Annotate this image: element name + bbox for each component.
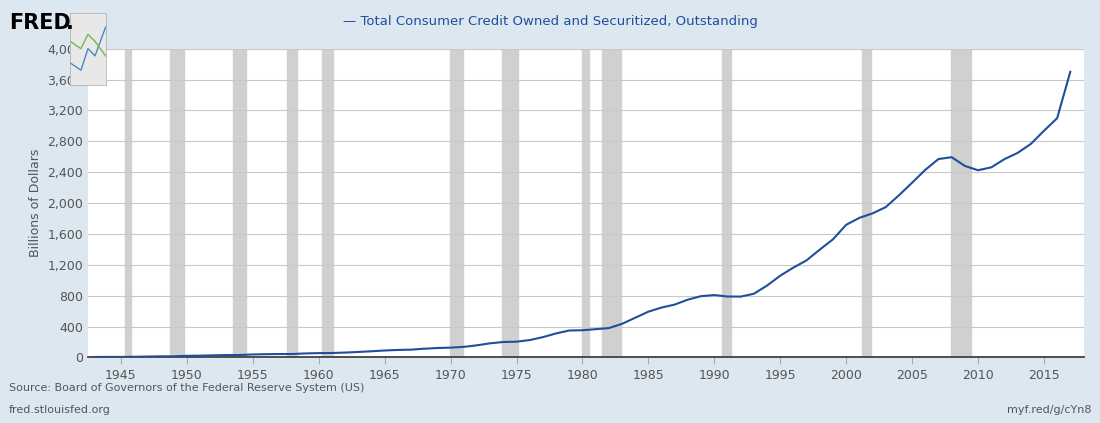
Bar: [450, 49, 463, 357]
Text: fred.stlouisfed.org: fred.stlouisfed.org: [9, 404, 111, 415]
Bar: [722, 49, 730, 357]
Bar: [950, 49, 971, 357]
Text: .: .: [66, 13, 74, 33]
Text: FRED: FRED: [9, 13, 70, 33]
Bar: [322, 49, 333, 357]
Bar: [125, 49, 131, 357]
Bar: [287, 49, 297, 357]
Bar: [602, 49, 620, 357]
Text: — Total Consumer Credit Owned and Securitized, Outstanding: — Total Consumer Credit Owned and Securi…: [342, 15, 758, 28]
Bar: [503, 49, 518, 357]
Bar: [233, 49, 246, 357]
Bar: [861, 49, 871, 357]
Bar: [583, 49, 588, 357]
Bar: [170, 49, 184, 357]
Text: Source: Board of Governors of the Federal Reserve System (US): Source: Board of Governors of the Federa…: [9, 383, 364, 393]
Text: myf.red/g/cYn8: myf.red/g/cYn8: [1006, 404, 1091, 415]
Y-axis label: Billions of Dollars: Billions of Dollars: [29, 149, 42, 257]
